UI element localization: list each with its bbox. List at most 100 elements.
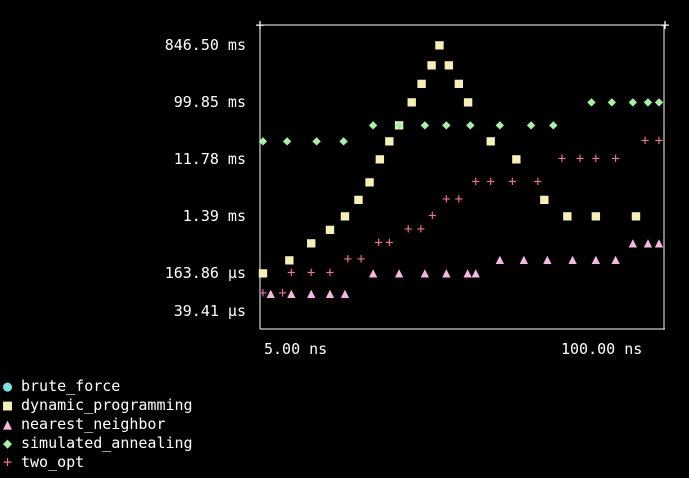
x-tick-label: 5.00 ns: [264, 340, 327, 358]
y-tick-label: 99.85 ms: [174, 93, 246, 111]
data-point: ■: [540, 191, 549, 207]
data-point: +: [404, 222, 412, 238]
legend-item: ■ dynamic_programming: [3, 396, 193, 415]
data-point: ◆: [644, 94, 653, 110]
legend: ● brute_force ■ dynamic_programming ▲ neare…: [3, 377, 193, 472]
data-point: +: [287, 265, 295, 281]
data-point: ▲: [442, 265, 451, 281]
data-point: ▲: [592, 252, 601, 268]
data-point: ■: [445, 57, 454, 73]
data-point: +: [417, 222, 425, 238]
data-point: ◆: [655, 94, 664, 110]
data-point: ▲: [326, 286, 335, 302]
legend-item: ◆ simulated_annealing: [3, 434, 193, 453]
data-point: ■: [259, 265, 268, 281]
y-tick-label: 39.41 µs: [174, 302, 246, 320]
data-point: +: [558, 151, 566, 167]
data-point: ◆: [312, 133, 321, 149]
data-point: ▲: [611, 252, 620, 268]
data-point: ◆: [395, 117, 404, 133]
data-point: ◆: [421, 117, 430, 133]
legend-symbol: ◆: [3, 434, 13, 452]
data-point: ▲: [543, 252, 552, 268]
data-point: ■: [486, 133, 495, 149]
data-point: ◆: [466, 117, 475, 133]
data-point: ◆: [259, 133, 268, 149]
corner-plus-left: +: [255, 16, 264, 34]
legend-item: ▲ nearest_neighbor: [3, 415, 193, 434]
data-point: +: [442, 191, 450, 207]
data-point: ◆: [496, 117, 505, 133]
data-point: ◆: [587, 94, 596, 110]
legend-symbol: ■: [3, 396, 13, 414]
data-point: ▲: [568, 252, 577, 268]
data-point: +: [471, 174, 479, 190]
data-point: +: [326, 265, 334, 281]
data-point: ■: [285, 252, 294, 268]
data-point: ■: [464, 94, 473, 110]
data-point: +: [385, 235, 393, 251]
data-point: ◆: [339, 133, 348, 149]
data-point: ◆: [549, 117, 558, 133]
data-point: ■: [326, 222, 335, 238]
data-point: ■: [365, 174, 374, 190]
legend-label: simulated_annealing: [21, 434, 193, 452]
legend-symbol: ▲: [3, 415, 13, 433]
data-point: +: [428, 208, 436, 224]
data-point: ◆: [608, 94, 617, 110]
data-point: ■: [307, 235, 316, 251]
y-tick-label: 163.86 µs: [165, 264, 246, 282]
data-point: +: [576, 151, 584, 167]
data-point: ■: [427, 57, 436, 73]
data-point: ◆: [442, 117, 451, 133]
data-point: ■: [632, 208, 641, 224]
data-point: ▲: [421, 265, 430, 281]
series-dynamic_programming: ■■■■■■■■■■■■■■■■■■■■■ ■ ■: [259, 37, 641, 281]
data-point: ▲: [369, 265, 378, 281]
data-point: ■: [417, 76, 426, 92]
data-point: ▲: [287, 286, 296, 302]
data-point: ▲: [644, 235, 653, 251]
data-point: ▲: [341, 286, 350, 302]
data-point: +: [508, 174, 516, 190]
data-point: ■: [563, 208, 572, 224]
legend-item: ● brute_force: [3, 377, 193, 396]
data-point: +: [534, 174, 542, 190]
data-point: ▲: [520, 252, 529, 268]
legend-label: two_opt: [21, 453, 85, 471]
data-point: ▲: [471, 265, 480, 281]
x-tick-label: 100.00 ns: [561, 340, 642, 358]
data-point: +: [259, 286, 267, 302]
data-point: ◆: [283, 133, 292, 149]
data-point: +: [278, 286, 286, 302]
y-tick-label: 846.50 ms: [165, 36, 246, 54]
data-point: ▲: [266, 286, 275, 302]
data-point: ■: [354, 191, 363, 207]
data-point: ▲: [463, 265, 472, 281]
data-point: +: [611, 151, 619, 167]
data-point: ■: [592, 208, 601, 224]
data-point: ■: [385, 133, 394, 149]
data-point: ◆: [629, 94, 638, 110]
legend-symbol: +: [3, 453, 13, 471]
data-point: +: [641, 133, 649, 149]
x-axis-ticks: 5.00 ns 100.00 ns: [264, 340, 642, 358]
data-point: ◆: [527, 117, 536, 133]
data-point: ■: [512, 151, 521, 167]
data-point: ■: [376, 151, 385, 167]
corner-plus-right: +: [660, 16, 669, 34]
data-point: ■: [407, 94, 416, 110]
data-point: +: [455, 191, 463, 207]
plot-frame: + +: [255, 16, 670, 330]
data-point: ▲: [655, 235, 664, 251]
legend-label: brute_force: [21, 377, 121, 395]
legend-item: + two_opt: [3, 453, 193, 472]
series-nearest_neighbor: ▲ ▲ ▲ ▲ ▲▲ ▲ ▲ ▲ ▲ ▲▲ ▲ ▲ ▲ ▲ ▲▲ ▲ ▲: [266, 235, 663, 302]
chart-marks: ■■■■■■■■■■■■■■■■■■■■■ ■ ■▲ ▲ ▲ ▲ ▲▲ ▲ ▲ ▲ ▲ ▲▲ ▲ ▲ ▲ ▲ ▲…: [259, 37, 664, 302]
data-point: ▲: [629, 235, 638, 251]
data-point: ▲: [307, 286, 316, 302]
data-point: +: [592, 151, 600, 167]
data-point: ▲: [395, 265, 404, 281]
data-point: +: [486, 174, 494, 190]
